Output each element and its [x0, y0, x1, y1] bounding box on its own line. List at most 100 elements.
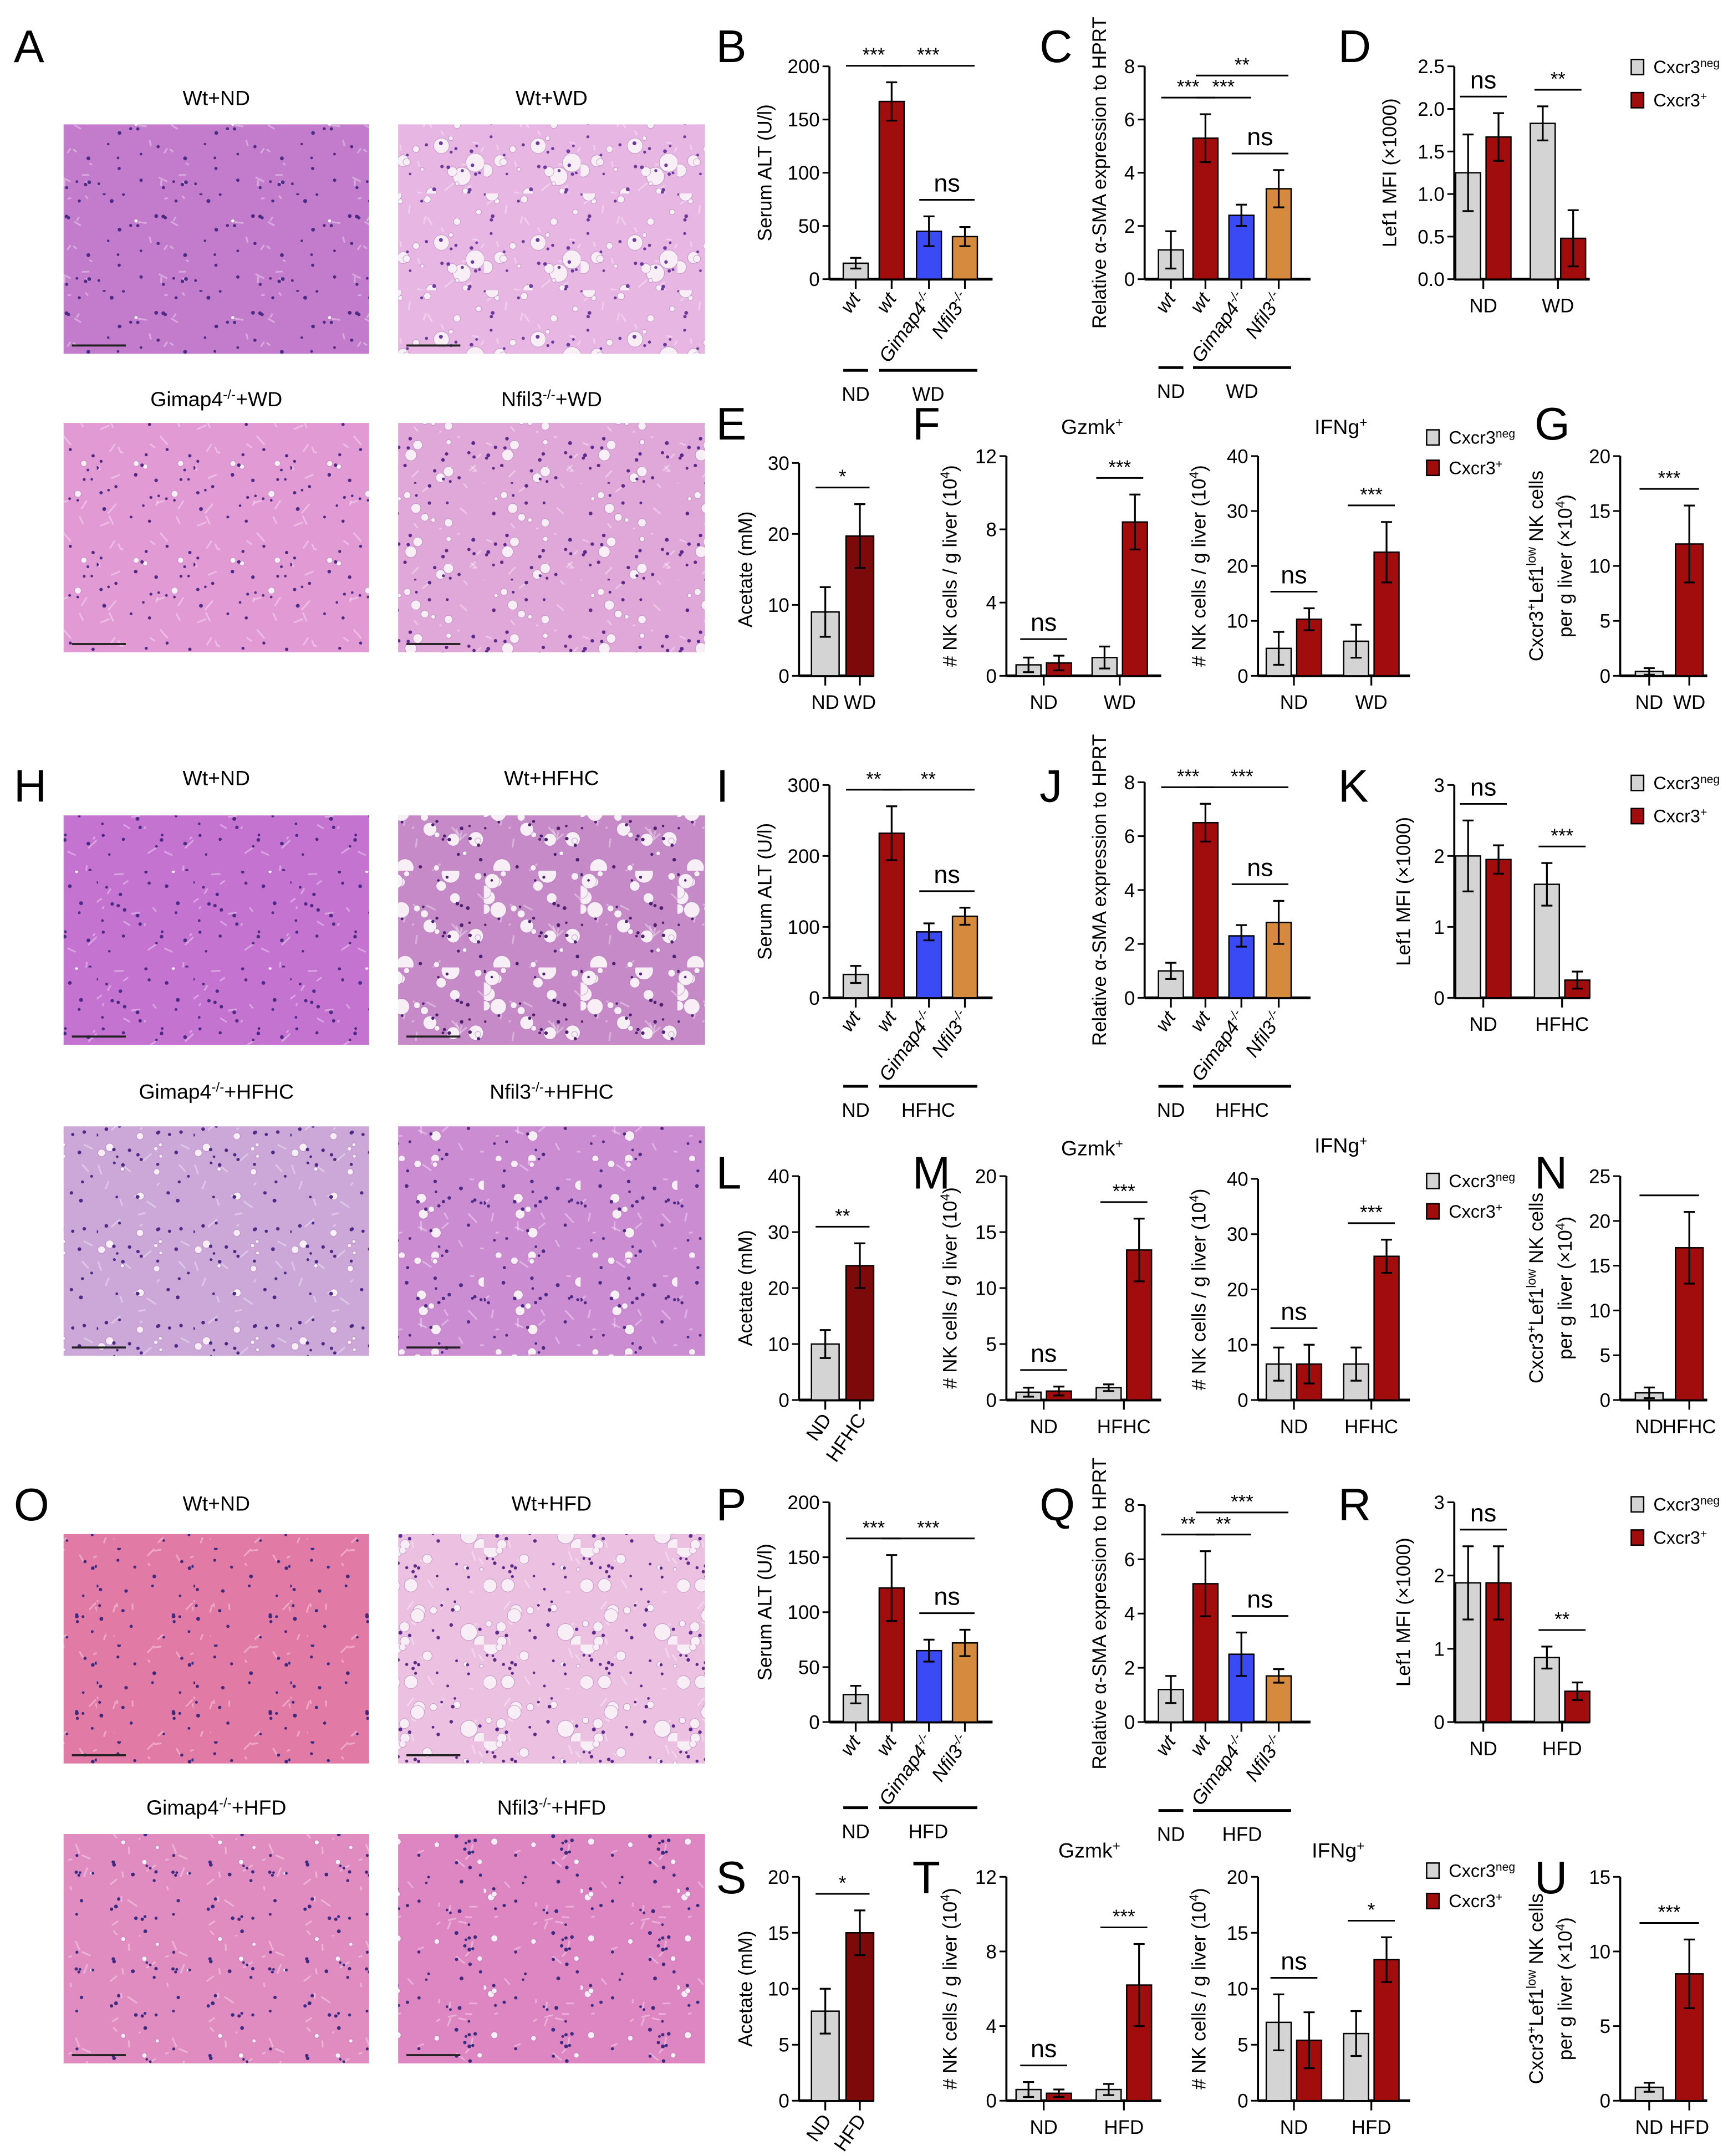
y-tick-label: 4: [986, 2016, 996, 2037]
text-segment: Cxcr3: [1653, 806, 1700, 826]
significance-label: **: [866, 768, 881, 790]
y-axis-label: Relative α-SMA expression to HPRT: [1089, 734, 1110, 1046]
text-segment: Serum ALT (U/l): [754, 1544, 776, 1680]
significance-label: **: [1551, 68, 1566, 90]
y-tick-label: 30: [768, 453, 789, 474]
y-tick-label: 2.5: [1418, 56, 1445, 78]
legend-swatch: [1630, 91, 1645, 109]
text-segment: Cxcr3: [1653, 90, 1700, 110]
y-axis-label: per g liver (×104): [1553, 1917, 1576, 2060]
text-segment: ): [1554, 1917, 1576, 1924]
y-tick-label: 0: [778, 2091, 789, 2112]
y-tick-label: 5: [1600, 2016, 1610, 2037]
y-tick-label: 40: [1227, 1169, 1248, 1191]
y-tick-label: 40: [1227, 446, 1248, 467]
histology-image: [63, 1833, 369, 2063]
y-tick-label: 0: [1600, 666, 1610, 687]
histology-title: Nfil3-/-+HFHC: [490, 1080, 613, 1103]
text-segment: wt: [1151, 288, 1181, 317]
superscript: 4: [938, 1894, 952, 1902]
y-tick-label: 100: [787, 917, 819, 938]
significance-label: ***: [1360, 1202, 1383, 1223]
y-tick-label: 5: [1600, 1345, 1610, 1367]
superscript: +: [1700, 1527, 1707, 1540]
significance-label: *: [839, 466, 847, 488]
y-tick-label: 4: [1124, 880, 1135, 901]
x-tick-label: HFHC: [1097, 1416, 1151, 1438]
legend: Cxcr3neg Cxcr3+: [1426, 1861, 1515, 1911]
x-tick-label: ND: [1635, 1416, 1663, 1438]
y-tick-label: 0: [1434, 988, 1444, 1009]
y-tick-label: 50: [798, 1657, 820, 1678]
y-tick-label: 15: [1589, 1867, 1610, 1888]
legend-swatch: [1630, 58, 1645, 75]
text-segment: Acetate (mM): [735, 512, 757, 627]
legend-label: Cxcr3+: [1449, 1891, 1502, 1911]
chart-title: Gzmk+: [1061, 1136, 1123, 1160]
significance-label: ***: [1177, 766, 1200, 788]
y-tick-label: 0: [1124, 1711, 1135, 1733]
legend-label: Cxcr3+: [1449, 458, 1502, 478]
text-segment: Nfil3: [490, 1080, 531, 1103]
y-axis-label: per g liver (×104): [1553, 494, 1576, 637]
legend-swatch: [1426, 1862, 1440, 1879]
y-tick-label: 40: [768, 1166, 789, 1188]
y-axis-label: # NK cells / g liver (104): [938, 1888, 961, 2089]
legend-label: Cxcr3neg: [1449, 1861, 1515, 1881]
text-segment: Gzmk: [1061, 1137, 1115, 1160]
significance-label: ***: [863, 1517, 885, 1539]
x-tick-label: Nfil3-/-: [926, 1006, 974, 1061]
x-tick-label: ND: [1635, 692, 1663, 713]
text-segment: wt: [836, 1731, 865, 1760]
text-segment: Acetate (mM): [735, 1931, 757, 2047]
panel-letter: D: [1338, 22, 1371, 72]
x-tick-label: wt: [836, 1731, 865, 1760]
panel-letter: M: [913, 1148, 951, 1198]
y-axis-label: Acetate (mM): [735, 1230, 757, 1346]
significance-label: ***: [1658, 1902, 1681, 1923]
y-axis-label: # NK cells / g liver (104): [1186, 1888, 1210, 2089]
x-tick-label: ND: [1469, 1738, 1497, 1760]
text-segment: Relative α-SMA expression to HPRT: [1089, 734, 1110, 1046]
significance-label: ns: [1247, 853, 1273, 881]
y-tick-label: 2.0: [1418, 99, 1445, 120]
x-tick-label: HFHC: [1344, 1416, 1398, 1438]
significance-label: **: [1216, 1513, 1231, 1535]
y-tick-label: 2: [1434, 1565, 1444, 1587]
significance-label: ns: [1281, 1946, 1307, 1975]
text-segment: ): [1188, 1888, 1210, 1894]
y-tick-label: 20: [768, 1278, 789, 1299]
bar: [1265, 1675, 1292, 1723]
text-segment: Cxcr3: [1449, 1202, 1496, 1222]
y-tick-label: 2: [1124, 934, 1135, 956]
group-label: ND: [842, 1821, 869, 1842]
superscript: +: [1524, 604, 1538, 611]
chart-title: Gzmk+: [1058, 1838, 1120, 1862]
text-segment: +HFHC: [544, 1080, 614, 1103]
superscript: neg: [1700, 1494, 1720, 1507]
y-axis-label: Relative α-SMA expression to HPRT: [1089, 1458, 1110, 1770]
y-tick-label: 1.0: [1418, 184, 1445, 206]
text-segment: Nfil3: [501, 387, 543, 411]
bar: [1485, 859, 1512, 999]
y-tick-label: 12: [975, 446, 997, 467]
text-segment: HFD: [1669, 2117, 1709, 2138]
text-segment: ND: [1635, 1416, 1663, 1438]
bar: [916, 1649, 942, 1723]
text-segment: Lef1 MFI (×1000): [1379, 98, 1401, 247]
text-segment: Cxcr3: [1526, 1333, 1547, 1383]
y-axis-label: # NK cells / g liver (104): [938, 1187, 961, 1389]
legend-label: Cxcr3+: [1653, 806, 1707, 826]
text-segment: WD: [1673, 692, 1705, 713]
panel-letter: H: [14, 761, 47, 811]
text-segment: Lef1: [1526, 1989, 1547, 2026]
text-segment: ): [1554, 494, 1576, 501]
chart-D: D 0.0 0.5 1.0 1.5 2.0 2.5 Lef1 MFI (×1000) ND WD n…: [1338, 22, 1590, 317]
superscript: neg: [1700, 57, 1720, 70]
significance-label: ***: [863, 44, 885, 66]
group-label: WD: [1226, 381, 1258, 402]
text-segment: per g liver (×10: [1554, 1230, 1576, 1360]
